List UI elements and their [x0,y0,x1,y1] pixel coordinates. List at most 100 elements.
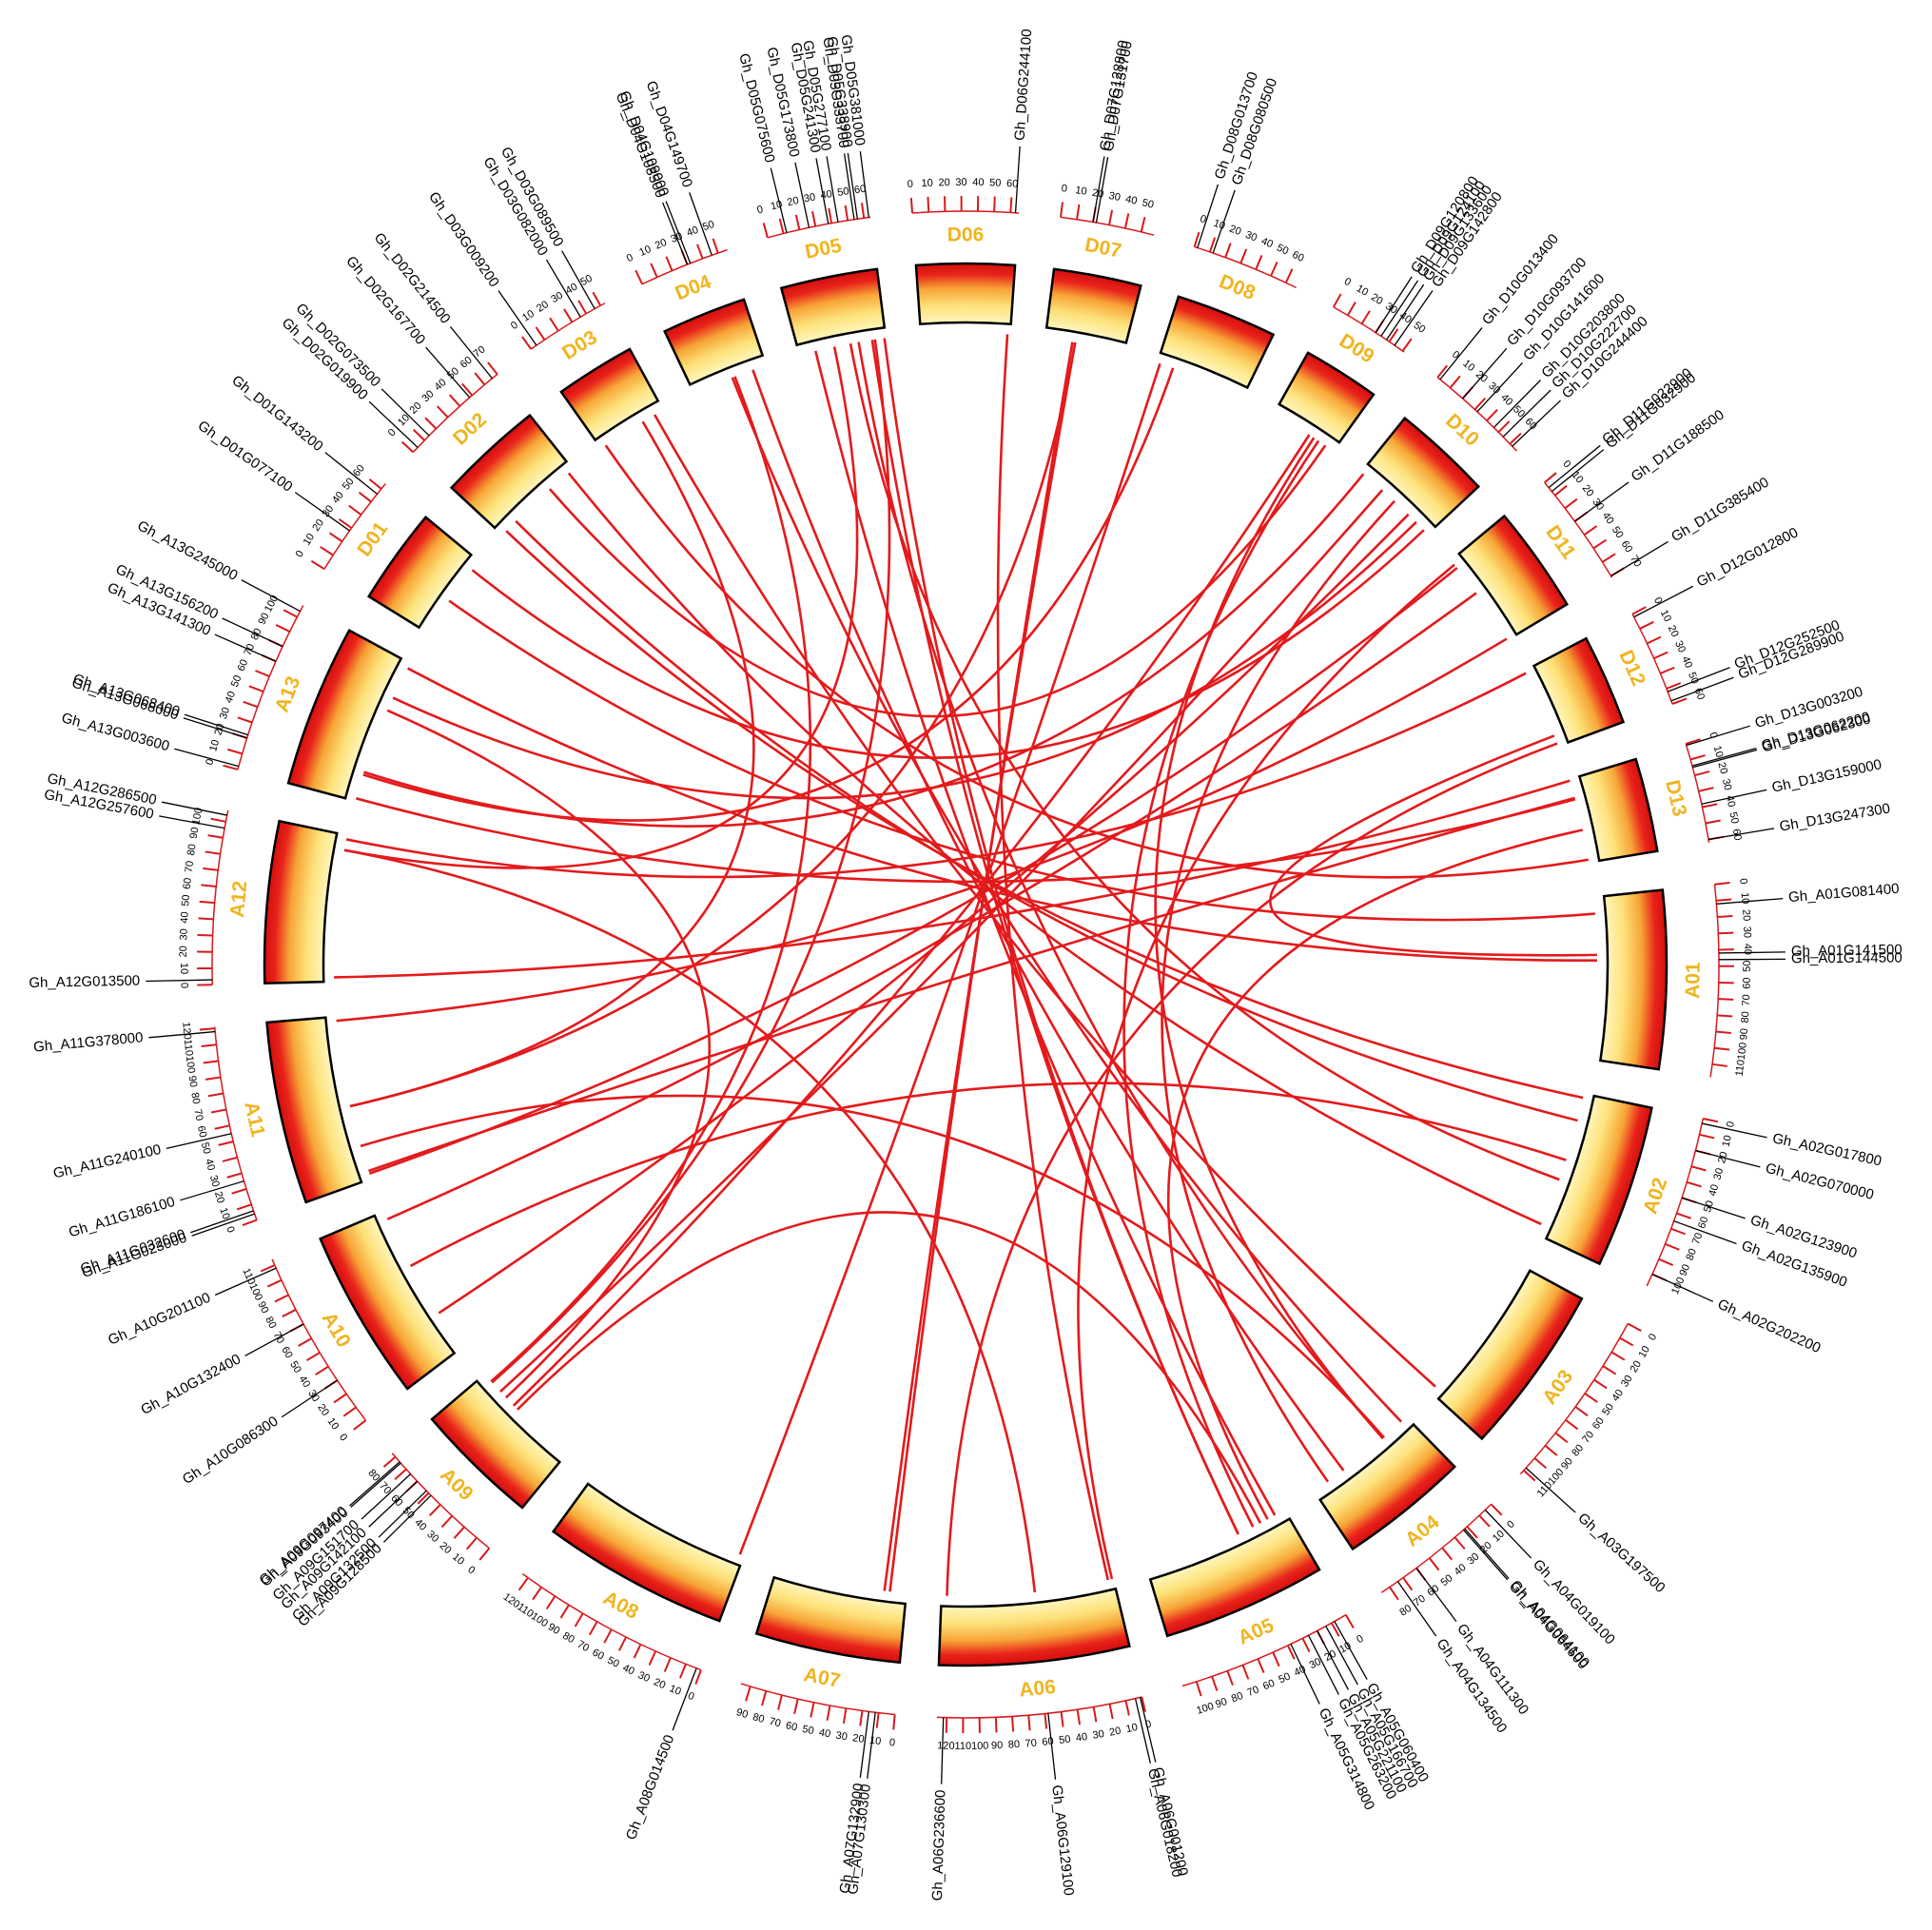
tick-mark [203,867,219,871]
gene-label: Gh_A04G064600 [1506,1578,1591,1672]
tick-mark [1428,1557,1440,1571]
tick-mark [875,1712,880,1728]
gene-pointer [1464,1528,1510,1580]
gene-pointer [815,158,829,224]
tick-label: 40 [433,377,449,393]
tick-mark [198,917,214,921]
tick-mark [1647,635,1662,645]
gene-pointer [159,815,225,829]
tick-mark [545,1595,556,1610]
tick-label: 20 [212,1190,226,1204]
tick-mark [1653,651,1669,660]
tick-mark [1714,882,1730,886]
tick-mark [210,1108,226,1114]
link [336,637,1508,1023]
chromosome-box [559,347,660,442]
tick-label: 30 [1672,639,1688,654]
tick-mark [1141,1696,1146,1712]
tick-mark [465,1536,478,1550]
tick-mark [663,1657,672,1672]
tick-label: 0 [337,1432,349,1443]
tick-label: 0 [1560,458,1572,470]
chromosome-label: D11 [1541,521,1580,563]
chromosome-box [1532,636,1626,745]
chromosome-label: A03 [1538,1366,1577,1409]
ruler [641,248,728,285]
tick-mark [679,1663,687,1679]
tick-label: 80 [1570,1442,1586,1458]
tick-mark [207,834,224,839]
tick-label: 50 [605,1655,620,1670]
tick-label: 60 [1692,687,1707,702]
tick-label: 20 [1666,624,1681,639]
tick-label: 10 [1720,1134,1733,1148]
tick-mark [1076,1709,1081,1725]
tick-label: 40 [203,1158,217,1172]
gene-pointer [794,162,810,228]
chromosome-box [914,262,1017,326]
chromosome-box [1436,1269,1584,1441]
ruler [323,483,386,570]
tick-mark [1241,1665,1250,1680]
gene-label: Gh_D13G159000 [1770,756,1883,796]
link [946,742,1558,1596]
gene-pointer [1396,1581,1437,1637]
tick-label: 40 [685,224,700,240]
gene-label: Gh_A01G144500 [1791,950,1903,967]
tick-label: 70 [1580,1429,1596,1445]
tick-mark [227,748,243,755]
tick-mark [382,1455,397,1468]
tick-label: 30 [207,1174,222,1188]
gene-label: Gh_D12G012800 [1694,524,1801,590]
gene-label: Gh_A11G378000 [32,1029,144,1055]
chromosome-box [286,628,403,800]
ruler [936,1696,1142,1719]
gene-pointer [1633,585,1694,618]
tick-label: 10 [668,1683,683,1698]
tick-label: 40 [1600,511,1616,527]
chromosome-box [1457,514,1569,636]
tick-mark [1717,1014,1733,1018]
tick-label: 100 [190,807,205,826]
link [731,377,1403,1423]
ruler [211,809,229,985]
tick-mark [1564,497,1578,510]
gene-pointer [1317,1630,1349,1690]
link [343,848,1037,1593]
tick-mark [1195,1681,1202,1697]
tick-mark [1123,213,1130,229]
tick-mark [413,429,425,441]
gene-pointer [183,717,247,739]
link [1269,734,1597,957]
tick-mark [577,300,588,315]
gene-label: Gh_A10G201100 [106,1290,213,1349]
tick-label: 60 [1696,1216,1710,1231]
tick-label: 70 [576,1639,592,1654]
tick-label: 50 [287,1359,303,1375]
gene-label: Gh_A03G197500 [1574,1510,1668,1596]
chromosome-box [1159,295,1276,390]
tick-mark [1699,1133,1715,1140]
tick-label: 80 [1230,1690,1245,1706]
tick-mark [320,546,334,556]
gene-pointer [1095,156,1109,224]
tick-label: 40 [818,1726,831,1740]
gene-pointer [1574,481,1630,522]
tick-label: 0 [224,1225,236,1235]
chromosome-box [265,1016,363,1204]
tick-label: 70 [184,860,196,873]
tick-label: 80 [1397,1603,1414,1619]
tick-mark [1497,420,1511,433]
tick-mark [794,214,801,230]
tick-label: 40 [564,281,580,297]
tick-mark [617,1636,627,1651]
tick-label: 30 [1741,926,1752,939]
tick-mark [1044,1713,1048,1729]
tick-mark [1639,620,1654,630]
tick-label: 120 [937,1740,955,1751]
chromosome-label: D05 [803,235,844,263]
tick-mark [1436,364,1449,379]
tick-label: 30 [1092,1728,1105,1742]
tick-mark [428,1504,441,1516]
chromosome-label: A04 [1401,1511,1444,1550]
